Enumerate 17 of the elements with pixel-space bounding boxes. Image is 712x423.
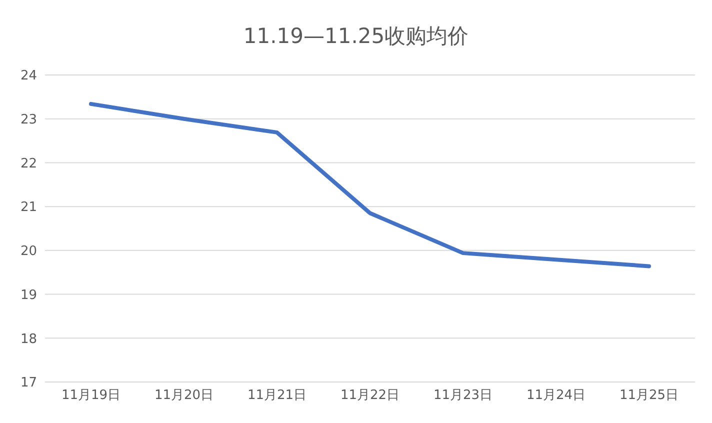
y-tick-label: 22 bbox=[20, 156, 37, 172]
x-tick-label: 11月24日 bbox=[526, 388, 586, 404]
x-tick-label: 11月20日 bbox=[154, 388, 214, 404]
y-tick-label: 21 bbox=[20, 200, 37, 216]
y-tick-label: 24 bbox=[20, 68, 37, 84]
y-tick-label: 19 bbox=[20, 288, 37, 303]
x-tick-label: 11月22日 bbox=[340, 388, 400, 404]
chart-title: 11.19—11.25收购均价 bbox=[242, 23, 470, 50]
y-tick-label: 17 bbox=[20, 376, 37, 391]
x-tick-label: 11月23日 bbox=[433, 388, 493, 404]
line-series bbox=[89, 102, 651, 268]
y-tick-label: 18 bbox=[20, 332, 37, 347]
x-tick-label: 11月21日 bbox=[247, 388, 307, 404]
x-tick-label: 11月25日 bbox=[619, 388, 679, 404]
x-tick-label: 11月19日 bbox=[61, 388, 121, 404]
y-tick-label: 23 bbox=[20, 112, 37, 128]
y-tick-label: 20 bbox=[20, 244, 37, 260]
